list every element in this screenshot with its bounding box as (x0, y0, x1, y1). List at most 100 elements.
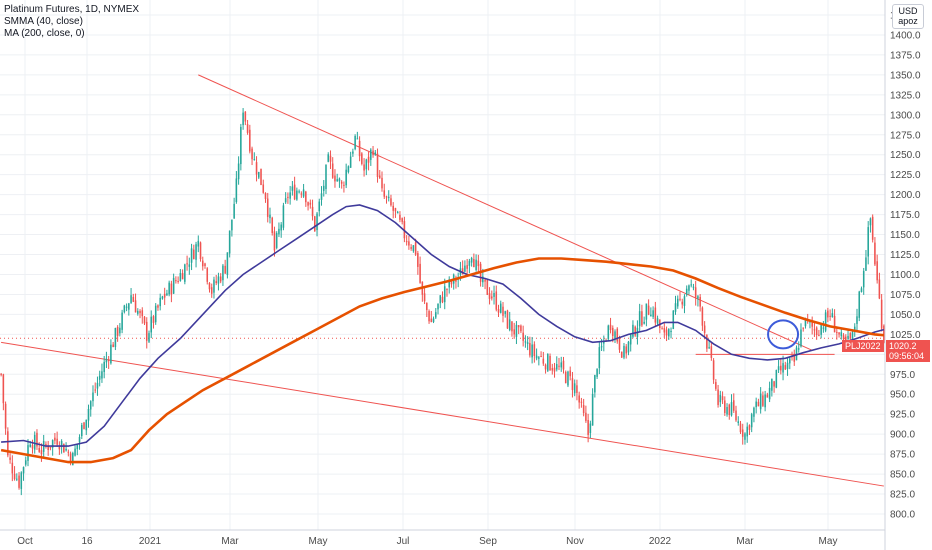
candle-body (408, 241, 410, 246)
candle-body (638, 311, 641, 327)
candle-body (488, 293, 491, 299)
candle-body (535, 355, 538, 359)
candle-body (491, 296, 493, 299)
candle-body (193, 249, 195, 259)
price-tick-label: 925.0 (890, 410, 915, 421)
candle-body (143, 316, 146, 324)
candle-body (80, 425, 83, 437)
candle-body (780, 365, 782, 371)
candle-body (175, 280, 177, 282)
candle-body (289, 192, 291, 199)
candle-body (576, 385, 578, 393)
candle-body (249, 129, 251, 152)
candle-body (699, 296, 701, 307)
last-price-tag: 1020.2 09:56:04 (886, 340, 930, 362)
time-tick-label: Jul (397, 536, 410, 547)
candle-body (773, 381, 775, 387)
candle-body (74, 448, 76, 456)
candle-body (486, 280, 489, 295)
candle-body (121, 312, 123, 330)
candle-body (94, 389, 97, 391)
candle-body (533, 344, 536, 357)
candle-body (674, 303, 677, 312)
candle-body (401, 218, 403, 222)
candle-body (112, 344, 114, 348)
candle-body (325, 164, 327, 189)
price-tick-label: 900.0 (890, 430, 915, 441)
candle-body (506, 310, 509, 329)
candle-body (110, 344, 112, 364)
candle-body (195, 244, 197, 260)
candle-body (434, 312, 437, 318)
price-tick-label: 1200.0 (890, 190, 921, 201)
price-tick-label: 1375.0 (890, 50, 921, 61)
candle-body (419, 263, 421, 283)
candle-body (246, 124, 249, 133)
candle-body (448, 279, 451, 288)
candle-body (27, 445, 29, 461)
candle-body (851, 332, 854, 340)
candle-body (154, 305, 157, 323)
candle-body (473, 259, 475, 268)
candle-body (233, 203, 235, 219)
candle-body (387, 196, 390, 199)
candle-body (876, 261, 878, 281)
candle-body (726, 407, 728, 415)
candle-body (197, 240, 200, 247)
candle-body (31, 445, 34, 449)
candle-body (275, 232, 278, 248)
candle-body (255, 162, 258, 175)
candle-body (36, 432, 38, 447)
candle-body (47, 446, 49, 450)
candle-body (22, 467, 25, 474)
candle-body (399, 214, 401, 220)
candle-body (264, 192, 267, 199)
candle-body (524, 341, 527, 343)
candle-body (654, 307, 657, 323)
time-tick-label: May (819, 536, 838, 547)
candle-body (730, 402, 733, 416)
candle-body (871, 216, 874, 240)
candle-body (137, 310, 139, 314)
candle-body (744, 433, 746, 440)
candle-body (878, 279, 881, 299)
candle-body (38, 448, 40, 452)
price-axis: 800.0 825.0 850.0 875.0 900.0 925.0 950.0 975.0… (890, 11, 921, 521)
candle-body (228, 230, 231, 254)
candle-body (49, 447, 52, 449)
candle-body (244, 111, 247, 122)
candle-body (320, 193, 323, 200)
candle-body (477, 260, 480, 267)
candle-body (690, 284, 692, 286)
candle-body (217, 276, 220, 284)
candle-body (804, 318, 807, 327)
candle-body (564, 371, 567, 384)
candle-body (865, 257, 867, 271)
candle-body (201, 260, 204, 267)
candle-body (793, 354, 796, 362)
candle-body (428, 310, 430, 322)
candle-body (468, 260, 471, 266)
time-axis: Oct 16 2021 Mar May Jul Sep Nov 2022 Mar May (17, 536, 837, 547)
candle-body (594, 375, 596, 393)
candle-body (417, 253, 419, 267)
candle-body (177, 280, 179, 282)
candle-body (647, 305, 650, 315)
price-tick-label: 850.0 (890, 470, 915, 481)
candle-body (69, 453, 72, 463)
candle-body (811, 322, 813, 327)
candle-body (721, 396, 724, 401)
candle-body (269, 214, 271, 219)
candle-body (224, 265, 226, 274)
candle-body (114, 327, 117, 347)
candle-body (166, 293, 168, 296)
currency-selector[interactable]: USD apoz (892, 4, 924, 29)
candle-body (103, 361, 105, 373)
candle-body (818, 334, 820, 336)
trendline (1, 341, 884, 487)
candle-body (65, 448, 67, 451)
candle-body (652, 310, 654, 317)
candle-body (551, 368, 554, 371)
candle-body (450, 281, 453, 285)
